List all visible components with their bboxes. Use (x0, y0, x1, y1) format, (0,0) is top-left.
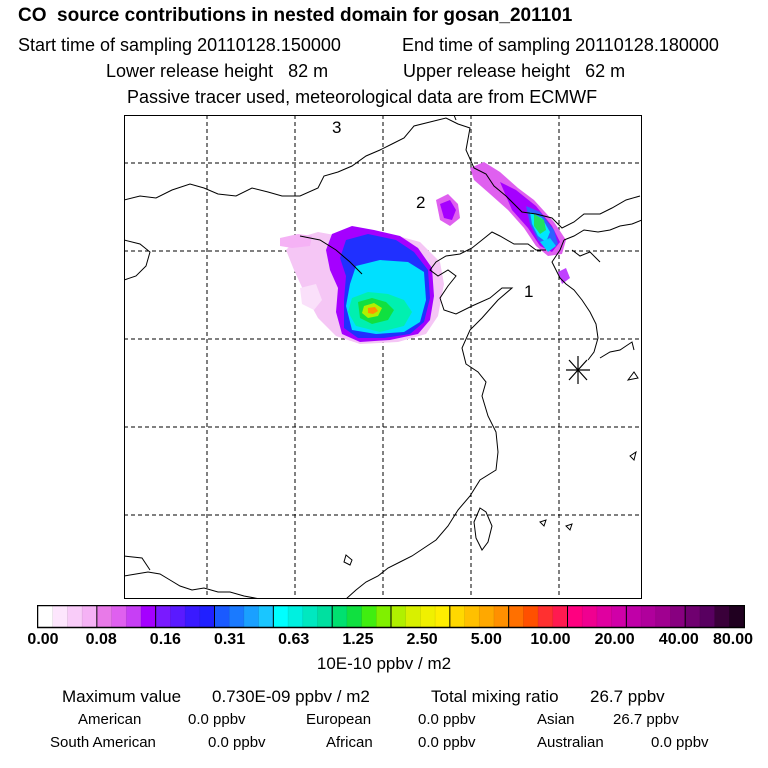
colorbar-swatch (288, 606, 304, 627)
colorbar-swatch (391, 606, 407, 627)
plot-title: CO source contributions in nested domain… (18, 5, 573, 26)
coastlines (124, 115, 642, 599)
colorbar-swatch (685, 606, 701, 627)
colorbar-swatch (567, 606, 583, 627)
colorbar-swatch (126, 606, 142, 627)
start-time-label: Start time of sampling 20110128.150000 (18, 35, 341, 55)
colorbar-swatch (582, 606, 598, 627)
region-label-2: 2 (416, 193, 425, 212)
colorbar-tick-label: 0.16 (149, 631, 181, 648)
colorbar-swatch (405, 606, 422, 627)
source-value-african: 0.0 ppbv (418, 734, 476, 751)
colorbar-swatch (302, 606, 319, 627)
colorbar-swatch (641, 606, 657, 627)
source-name-south-american: South American (50, 734, 156, 751)
colorbar-swatch (361, 606, 377, 627)
colorbar-swatch (155, 606, 171, 627)
colorbar-swatch (273, 606, 289, 627)
colorbar-swatch (552, 606, 569, 627)
colorbar-tick-label: 40.00 (658, 631, 699, 648)
colorbar-swatch (729, 606, 745, 627)
colorbar-swatch (170, 606, 186, 627)
colorbar-swatch (714, 606, 730, 627)
colorbar-swatch (332, 606, 348, 627)
colorbar-tick-label: 1.25 (342, 631, 374, 648)
colorbar-swatch (464, 606, 480, 627)
source-name-asian: Asian (537, 711, 575, 728)
colorbar-tick-label: 10.00 (530, 631, 571, 648)
colorbar-tick-label: 20.00 (594, 631, 635, 648)
receptor-asterisk-icon (566, 356, 590, 384)
colorbar-tick-label: 0.63 (278, 631, 310, 648)
total-mixing-value: 26.7 ppbv (590, 687, 665, 706)
colorbar-units: 10E-10 ppbv / m2 (316, 654, 452, 673)
tracer-note: Passive tracer used, meteorological data… (127, 87, 598, 107)
colorbar-swatch (699, 606, 716, 627)
lower-release-height: Lower release height 82 m (106, 61, 329, 81)
colorbar-swatch (493, 606, 510, 627)
colorbar-tick-label: 0.31 (213, 631, 246, 648)
source-name-australian: Australian (537, 734, 604, 751)
end-time-label: End time of sampling 20110128.180000 (402, 35, 719, 55)
map-panel: 1 2 3 (124, 115, 642, 599)
colorbar-swatch (185, 606, 201, 627)
colorbar-swatch (508, 606, 524, 627)
max-value: 0.730E-09 ppbv / m2 (212, 687, 370, 706)
colorbar-swatch (626, 606, 642, 627)
total-mixing-label: Total mixing ratio (431, 687, 559, 706)
colorbar-tick-label: 5.00 (470, 631, 502, 648)
colorbar-swatch (435, 606, 451, 627)
source-name-african: African (326, 734, 373, 751)
colorbar-tick-label: 0.00 (27, 631, 59, 648)
source-name-american: American (78, 711, 142, 728)
source-value-australian: 0.0 ppbv (651, 734, 709, 751)
region-label-3: 3 (332, 118, 341, 137)
source-value-american: 0.0 ppbv (188, 711, 246, 728)
colorbar-swatch (523, 606, 539, 627)
colorbar-tick-label: 80.00 (712, 631, 754, 648)
colorbar-swatch (38, 606, 54, 627)
colorbar-swatch (596, 606, 613, 627)
colorbar-border (37, 605, 745, 629)
colorbar-swatch (52, 606, 69, 627)
colorbar-swatch (82, 606, 98, 627)
region-label-1: 1 (524, 282, 533, 301)
colorbar-swatch (670, 606, 686, 627)
upper-release-height: Upper release height 62 m (403, 61, 626, 81)
concentration-plume-northeast (470, 162, 570, 284)
colorbar-swatch (140, 606, 157, 627)
colorbar-swatch (611, 606, 627, 627)
colorbar-swatch (346, 606, 363, 627)
colorbar-swatch (258, 606, 274, 627)
colorbar-swatch (420, 606, 436, 627)
source-name-european: European (306, 711, 372, 728)
colorbar-swatch (449, 606, 466, 627)
colorbar-swatch (655, 606, 672, 627)
colorbar-swatch (67, 606, 83, 627)
colorbar-swatch (96, 606, 113, 627)
source-value-european: 0.0 ppbv (418, 711, 476, 728)
colorbar-swatch (538, 606, 554, 627)
colorbar-swatch (376, 606, 392, 627)
concentration-plume-2 (436, 194, 460, 226)
colorbar-tick-label: 2.50 (406, 631, 438, 648)
colorbar (37, 605, 745, 629)
colorbar-swatch (199, 606, 216, 627)
source-value-asian: 26.7 ppbv (613, 711, 679, 728)
colorbar-tick-label: 0.08 (85, 631, 117, 648)
max-value-label: Maximum value (62, 687, 182, 706)
concentration-plume-main (280, 226, 444, 344)
colorbar-swatch (229, 606, 245, 627)
colorbar-swatch (214, 606, 230, 627)
colorbar-swatch (111, 606, 127, 627)
colorbar-swatch (317, 606, 333, 627)
colorbar-swatch (243, 606, 260, 627)
colorbar-swatch (479, 606, 495, 627)
source-value-south-american: 0.0 ppbv (208, 734, 266, 751)
